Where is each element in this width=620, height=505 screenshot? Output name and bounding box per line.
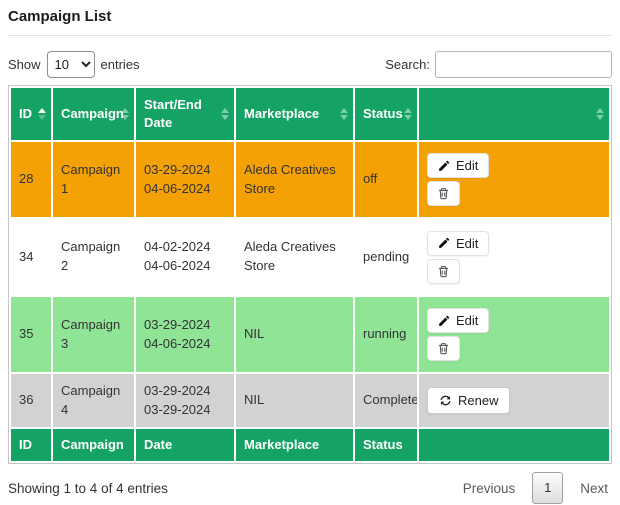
- table-header-row: ID Campaign Start/End Date Marketplace S…: [11, 88, 609, 140]
- edit-button[interactable]: Edit: [427, 308, 490, 333]
- footer-header-id: ID: [11, 429, 51, 461]
- table-info-bar: Showing 1 to 4 of 4 entries Previous 1 N…: [8, 472, 612, 504]
- column-header-actions[interactable]: [419, 88, 609, 140]
- table-row: 35 Campaign 3 03-29-2024 04-06-2024 NIL …: [11, 297, 609, 372]
- table-footer-row: ID Campaign Date Marketplace Status: [11, 429, 609, 461]
- cell-campaign: Campaign 3: [53, 297, 134, 372]
- date-end: 04-06-2024: [144, 180, 211, 196]
- search-control: Search:: [385, 51, 612, 78]
- date-end: 04-06-2024: [144, 335, 211, 351]
- date-start: 03-29-2024: [144, 316, 211, 332]
- footer-header-date: Date: [136, 429, 234, 461]
- cell-dates: 03-29-2024 04-06-2024: [136, 297, 234, 372]
- sort-both-icon: [340, 108, 348, 120]
- renew-button[interactable]: Renew: [427, 387, 511, 414]
- trash-icon: [439, 188, 448, 200]
- next-button[interactable]: Next: [580, 480, 608, 496]
- cell-actions: Renew: [419, 374, 609, 427]
- delete-button[interactable]: [427, 336, 460, 361]
- search-label: Search:: [385, 57, 430, 72]
- pencil-icon: [439, 160, 450, 171]
- date-start: 03-29-2024: [144, 382, 211, 398]
- page-length-select[interactable]: 10: [46, 51, 95, 78]
- delete-button[interactable]: [427, 258, 460, 284]
- edit-label: Edit: [456, 313, 479, 328]
- table-row: 28 Campaign 1 03-29-2024 04-06-2024 Aled…: [11, 142, 609, 217]
- cell-id: 35: [11, 297, 51, 372]
- cell-actions: Edit: [419, 219, 609, 295]
- cell-id: 34: [11, 219, 51, 295]
- title-divider: [8, 35, 612, 36]
- page-title: Campaign List: [8, 8, 112, 25]
- date-end: 03-29-2024: [144, 401, 211, 417]
- footer-header-status: Status: [355, 429, 417, 461]
- cell-marketplace: NIL: [236, 374, 353, 427]
- edit-button[interactable]: Edit: [427, 230, 490, 256]
- edit-label: Edit: [456, 158, 479, 173]
- table-row: 36 Campaign 4 03-29-2024 03-29-2024 NIL …: [11, 374, 609, 427]
- edit-label: Edit: [456, 235, 479, 251]
- cell-id: 36: [11, 374, 51, 427]
- refresh-icon: [440, 395, 451, 406]
- sort-both-icon: [596, 108, 604, 120]
- column-header-marketplace[interactable]: Marketplace: [236, 88, 353, 140]
- trash-icon: [439, 265, 448, 277]
- search-input[interactable]: [435, 51, 612, 78]
- column-header-status[interactable]: Status: [355, 88, 417, 140]
- cell-campaign: Campaign 4: [53, 374, 134, 427]
- sort-both-icon: [404, 108, 412, 120]
- column-header-id[interactable]: ID: [11, 88, 51, 140]
- date-start: 03-29-2024: [144, 161, 211, 177]
- pagination: Previous 1 Next: [459, 472, 612, 504]
- renew-label: Renew: [458, 393, 499, 408]
- cell-dates: 03-29-2024 03-29-2024: [136, 374, 234, 427]
- footer-header-actions: [419, 429, 609, 461]
- edit-button[interactable]: Edit: [427, 153, 490, 178]
- footer-header-marketplace: Marketplace: [236, 429, 353, 461]
- column-header-label: ID: [19, 106, 32, 122]
- trash-icon: [439, 343, 448, 355]
- cell-actions: Edit: [419, 297, 609, 372]
- column-header-label: Campaign: [61, 106, 124, 122]
- cell-marketplace: NIL: [236, 297, 353, 372]
- column-header-start-end-date[interactable]: Start/End Date: [136, 88, 234, 140]
- table-controls: Show 10 entries Search:: [8, 51, 612, 78]
- column-header-label: Status: [363, 106, 403, 122]
- cell-campaign: Campaign 1: [53, 142, 134, 217]
- cell-status: pending: [355, 219, 417, 295]
- cell-id: 28: [11, 142, 51, 217]
- show-label: Show: [8, 57, 41, 72]
- sort-both-icon: [221, 108, 229, 120]
- campaign-table: ID Campaign Start/End Date Marketplace S…: [8, 85, 612, 464]
- footer-header-campaign: Campaign: [53, 429, 134, 461]
- cell-marketplace: Aleda Creatives Store: [236, 142, 353, 217]
- delete-button[interactable]: [427, 181, 460, 206]
- pencil-icon: [439, 315, 450, 326]
- sort-asc-icon: [38, 108, 46, 120]
- column-header-label: Start/End Date: [144, 97, 202, 130]
- pencil-icon: [439, 237, 450, 248]
- previous-button[interactable]: Previous: [462, 480, 516, 496]
- cell-status: Complete: [355, 374, 417, 427]
- page-length-control: Show 10 entries: [8, 51, 140, 78]
- cell-dates: 04-02-2024 04-06-2024: [136, 219, 234, 295]
- cell-actions: Edit: [419, 142, 609, 217]
- cell-status: running: [355, 297, 417, 372]
- entries-label: entries: [100, 57, 140, 72]
- cell-marketplace: Aleda Creatives Store: [236, 219, 353, 295]
- sort-both-icon: [121, 108, 129, 120]
- table-row: 34 Campaign 2 04-02-2024 04-06-2024 Aled…: [11, 219, 609, 295]
- cell-status: off: [355, 142, 417, 217]
- entries-info: Showing 1 to 4 of 4 entries: [8, 480, 168, 496]
- page-number-button[interactable]: 1: [532, 472, 564, 504]
- column-header-label: Marketplace: [244, 106, 320, 122]
- cell-campaign: Campaign 2: [53, 219, 134, 295]
- column-header-campaign[interactable]: Campaign: [53, 88, 134, 140]
- cell-dates: 03-29-2024 04-06-2024: [136, 142, 234, 217]
- date-start: 04-02-2024: [144, 239, 211, 255]
- date-end: 04-06-2024: [144, 258, 211, 273]
